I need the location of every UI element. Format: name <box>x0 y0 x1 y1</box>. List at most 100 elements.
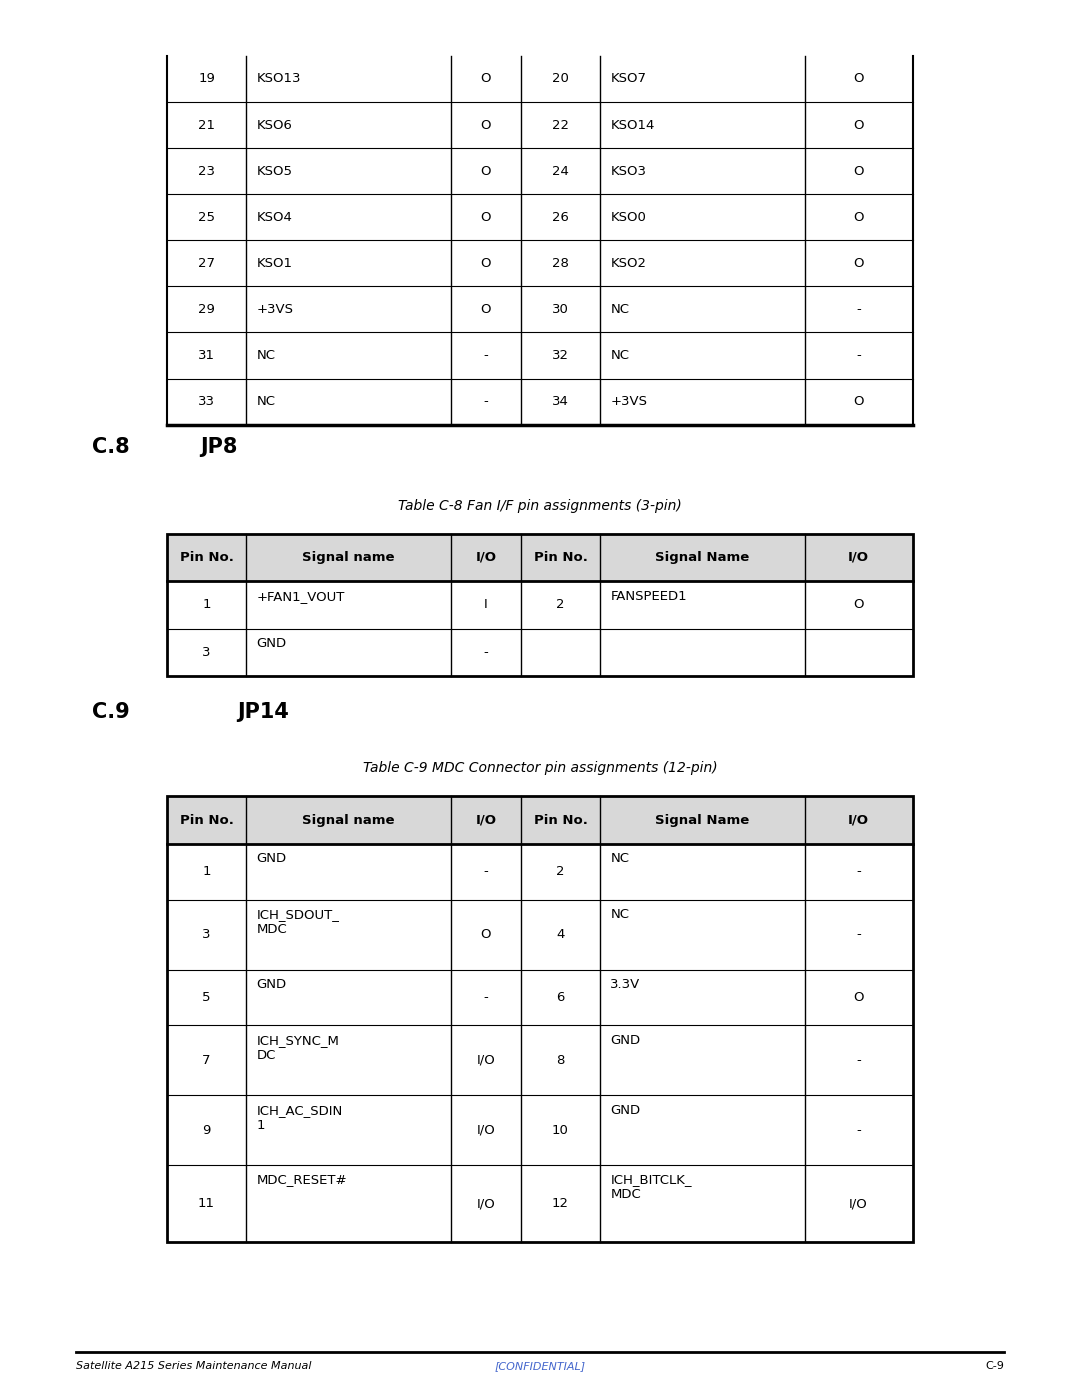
Text: NC: NC <box>256 395 275 408</box>
Text: 8: 8 <box>556 1053 565 1067</box>
Text: NC: NC <box>610 852 630 865</box>
Text: +3VS: +3VS <box>610 395 647 408</box>
Text: O: O <box>481 928 491 942</box>
Text: FANSPEED1: FANSPEED1 <box>610 590 687 602</box>
Text: +3VS: +3VS <box>256 303 294 316</box>
Text: ICH_AC_SDIN
1: ICH_AC_SDIN 1 <box>256 1104 342 1132</box>
Text: 24: 24 <box>552 165 569 177</box>
Text: MDC_RESET#: MDC_RESET# <box>256 1173 347 1186</box>
Text: KSO3: KSO3 <box>610 165 647 177</box>
Text: ICH_BITCLK_
MDC: ICH_BITCLK_ MDC <box>610 1173 692 1201</box>
Text: Satellite A215 Series Maintenance Manual: Satellite A215 Series Maintenance Manual <box>76 1361 311 1372</box>
Text: 19: 19 <box>198 73 215 85</box>
Text: -: - <box>484 645 488 659</box>
Text: GND: GND <box>256 852 286 865</box>
Text: 30: 30 <box>552 303 569 316</box>
Text: 3: 3 <box>202 645 211 659</box>
Text: 9: 9 <box>202 1123 211 1137</box>
Text: -: - <box>856 349 861 362</box>
Text: GND: GND <box>610 1104 640 1116</box>
Text: 28: 28 <box>552 257 569 270</box>
Text: 3: 3 <box>202 928 211 942</box>
Text: KSO13: KSO13 <box>256 73 301 85</box>
Text: KSO5: KSO5 <box>256 165 293 177</box>
Text: O: O <box>481 257 491 270</box>
Text: 31: 31 <box>198 349 215 362</box>
Text: O: O <box>853 257 864 270</box>
Text: NC: NC <box>610 303 630 316</box>
Text: 34: 34 <box>552 395 569 408</box>
Bar <box>167 796 913 1242</box>
Text: 27: 27 <box>198 257 215 270</box>
Text: -: - <box>856 1053 861 1067</box>
Text: ICH_SDOUT_
MDC: ICH_SDOUT_ MDC <box>256 908 339 936</box>
Text: -: - <box>856 928 861 942</box>
Text: GND: GND <box>256 637 286 650</box>
Text: 20: 20 <box>552 73 569 85</box>
Text: 29: 29 <box>198 303 215 316</box>
Text: -: - <box>856 303 861 316</box>
Text: O: O <box>853 73 864 85</box>
Text: C.9: C.9 <box>92 703 130 722</box>
Text: 25: 25 <box>198 211 215 224</box>
Text: Pin No.: Pin No. <box>179 813 233 827</box>
Text: 3.3V: 3.3V <box>610 978 640 990</box>
Text: Signal name: Signal name <box>302 813 394 827</box>
Text: 5: 5 <box>202 990 211 1004</box>
Text: 6: 6 <box>556 990 565 1004</box>
Text: KSO6: KSO6 <box>256 119 293 131</box>
Text: -: - <box>484 395 488 408</box>
Text: -: - <box>484 865 488 879</box>
Text: NC: NC <box>610 349 630 362</box>
Text: I/O: I/O <box>848 550 869 564</box>
Text: O: O <box>853 165 864 177</box>
Text: 22: 22 <box>552 119 569 131</box>
Text: +FAN1_VOUT: +FAN1_VOUT <box>256 590 345 602</box>
Text: 7: 7 <box>202 1053 211 1067</box>
Text: 2: 2 <box>556 598 565 612</box>
Text: Table C-9 MDC Connector pin assignments (12-pin): Table C-9 MDC Connector pin assignments … <box>363 761 717 775</box>
Text: GND: GND <box>610 1034 640 1046</box>
Text: NC: NC <box>610 908 630 921</box>
Text: O: O <box>853 990 864 1004</box>
Bar <box>167 796 913 844</box>
Text: KSO14: KSO14 <box>610 119 654 131</box>
Text: -: - <box>484 349 488 362</box>
Text: Signal Name: Signal Name <box>654 813 750 827</box>
Text: C.8: C.8 <box>92 437 130 457</box>
Text: -: - <box>856 1123 861 1137</box>
Text: I/O: I/O <box>476 1053 496 1067</box>
Text: ICH_SYNC_M
DC: ICH_SYNC_M DC <box>256 1034 339 1062</box>
Text: I/O: I/O <box>476 1123 496 1137</box>
Text: Signal name: Signal name <box>302 550 394 564</box>
Text: Table C-8 Fan I/F pin assignments (3-pin): Table C-8 Fan I/F pin assignments (3-pin… <box>399 499 681 513</box>
Text: 10: 10 <box>552 1123 569 1137</box>
Text: 23: 23 <box>198 165 215 177</box>
Text: Signal Name: Signal Name <box>654 550 750 564</box>
Text: I/O: I/O <box>475 550 497 564</box>
Text: 12: 12 <box>552 1197 569 1210</box>
Text: KSO2: KSO2 <box>610 257 647 270</box>
Text: KSO0: KSO0 <box>610 211 646 224</box>
Text: 26: 26 <box>552 211 569 224</box>
Text: I: I <box>484 598 488 612</box>
Bar <box>167 534 913 581</box>
Text: 1: 1 <box>202 865 211 879</box>
Text: -: - <box>484 990 488 1004</box>
Text: 33: 33 <box>198 395 215 408</box>
Text: NC: NC <box>256 349 275 362</box>
Text: C-9: C-9 <box>986 1361 1004 1372</box>
Text: 11: 11 <box>198 1197 215 1210</box>
Text: O: O <box>481 303 491 316</box>
Text: 32: 32 <box>552 349 569 362</box>
Text: O: O <box>853 395 864 408</box>
Text: GND: GND <box>256 978 286 990</box>
Bar <box>167 534 913 676</box>
Text: Pin No.: Pin No. <box>534 550 588 564</box>
Text: Pin No.: Pin No. <box>179 550 233 564</box>
Text: Pin No.: Pin No. <box>534 813 588 827</box>
Text: O: O <box>853 598 864 612</box>
Text: O: O <box>481 119 491 131</box>
Text: 2: 2 <box>556 865 565 879</box>
Text: KSO7: KSO7 <box>610 73 647 85</box>
